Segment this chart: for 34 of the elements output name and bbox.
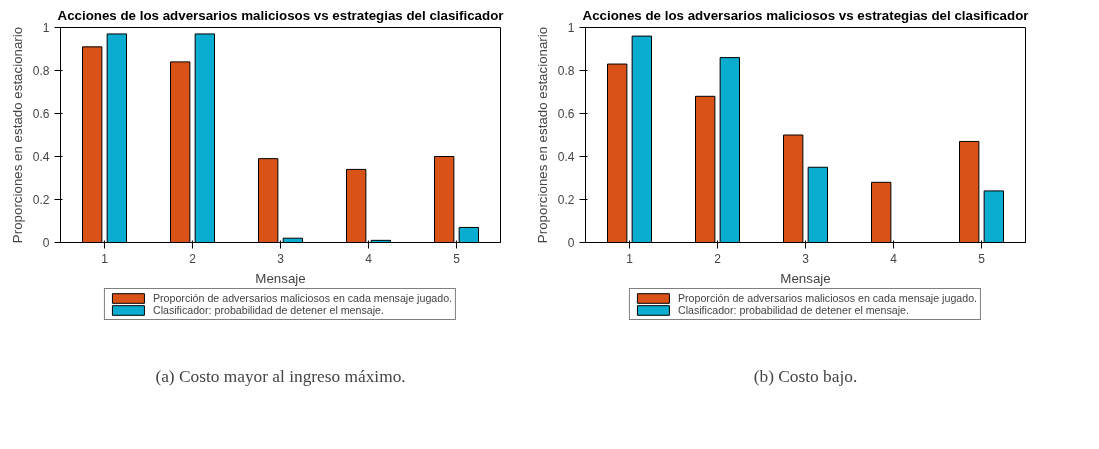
y-tick-label: 0.2 xyxy=(557,193,575,207)
x-tick-label: 1 xyxy=(626,251,634,266)
y-tick-label: 0 xyxy=(42,236,50,250)
text: (a) Costo mayor al ingreso máximo. xyxy=(155,366,406,386)
x-tick-label: 4 xyxy=(890,251,898,266)
x-tick-label: 3 xyxy=(802,251,810,266)
x-tick-label: 5 xyxy=(978,251,986,266)
y-tick-label: 1 xyxy=(42,21,50,35)
legend-label: Clasificador: probabilidad de detener el mensaje. xyxy=(677,304,909,316)
chart-title: Acciones de los adversarios maliciosos vs estrategias del clasificador xyxy=(57,7,504,23)
x-axis-title: Mensaje xyxy=(780,270,831,286)
x-tick-label: 2 xyxy=(189,251,197,266)
x-tick-label: 1 xyxy=(101,251,109,266)
legend-label: Proporción de adversarios maliciosos en cada mensaje jugado. xyxy=(677,292,978,304)
y-axis-title: Proporciones en estado estacionario xyxy=(9,26,25,244)
x-tick-label: 3 xyxy=(277,251,285,266)
y-tick-label: 0.4 xyxy=(557,150,575,164)
text: (b) Costo bajo. xyxy=(753,366,858,386)
legend-label: Clasificador: probabilidad de detener el mensaje. xyxy=(152,304,384,316)
y-tick-label: 0.8 xyxy=(557,64,575,78)
x-axis-title: Mensaje xyxy=(255,270,306,286)
x-tick-label: 4 xyxy=(365,251,373,266)
chart-title: Acciones de los adversarios maliciosos vs estrategias del clasificador xyxy=(582,7,1029,23)
legend-label: Proporción de adversarios maliciosos en cada mensaje jugado. xyxy=(152,292,453,304)
y-tick-label: 0 xyxy=(567,236,575,250)
y-tick-label: 0.8 xyxy=(32,64,50,78)
y-tick-label: 0.2 xyxy=(32,193,50,207)
y-tick-label: 1 xyxy=(567,21,575,35)
y-axis-title: Proporciones en estado estacionario xyxy=(534,26,550,244)
x-tick-label: 5 xyxy=(453,251,461,266)
y-tick-label: 0.4 xyxy=(32,150,50,164)
y-tick-label: 0.6 xyxy=(557,107,575,121)
x-tick-label: 2 xyxy=(714,251,722,266)
y-tick-label: 0.6 xyxy=(32,107,50,121)
